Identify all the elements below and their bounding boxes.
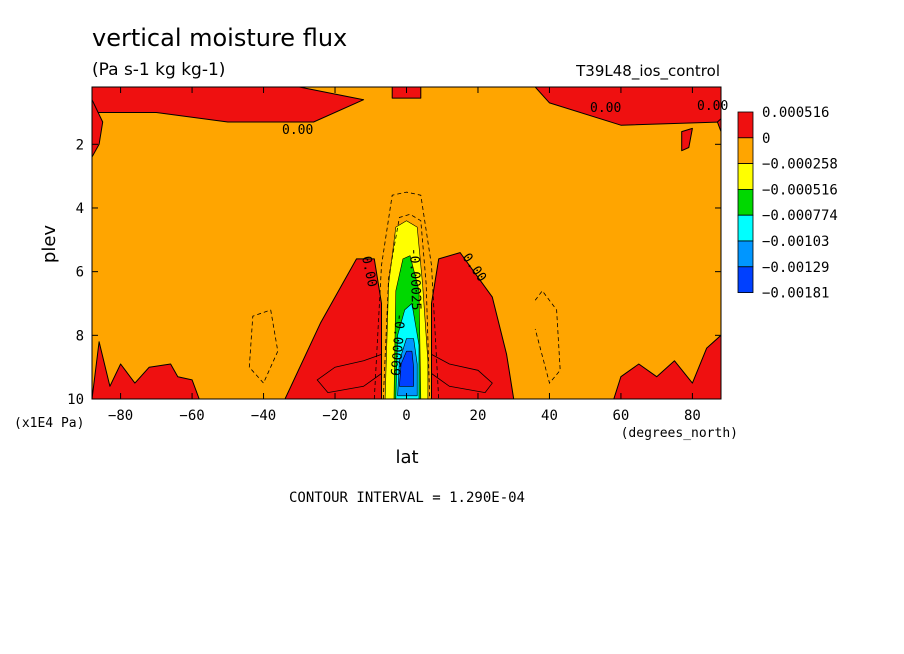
- chart-title: vertical moisture flux: [92, 24, 347, 52]
- contour-lower-left-solid: [316, 354, 382, 394]
- region-core-deep-blue: [399, 350, 414, 387]
- colorbar-swatch: [737, 214, 754, 242]
- x-tick-label: −80: [108, 408, 133, 424]
- x-axis-units: (degrees_north): [621, 426, 738, 441]
- colorbar-label: −0.000774: [762, 208, 838, 224]
- dataset-label: T39L48_ios_control: [575, 62, 720, 81]
- y-axis: 2 4 6 8 10: [67, 87, 721, 408]
- colorbar-legend: 0.000516 0 −0.000258 −0.000516 −0.000774 −0.0…: [737, 105, 838, 302]
- x-tick-label: 40: [541, 408, 558, 424]
- contour-interval: CONTOUR INTERVAL = 1.290E-04: [289, 490, 525, 506]
- y-axis-units: (x1E4 Pa): [14, 416, 84, 431]
- colorbar-label: −0.00129: [762, 260, 829, 276]
- x-tick-label: −60: [179, 408, 204, 424]
- contour-label: 0.00: [590, 101, 621, 116]
- colorbar-swatch: [737, 111, 754, 139]
- x-axis: −80 −60 −40 −20 0 20 40 60 80: [92, 87, 721, 424]
- x-tick-label: 20: [470, 408, 487, 424]
- y-tick-label: 2: [76, 137, 84, 153]
- region-bottom-right-positive: [613, 334, 721, 399]
- chart-subtitle: (Pa s-1 kg kg-1): [92, 60, 225, 80]
- colorbar-swatch: [737, 266, 754, 293]
- contour-label: 0.00: [697, 99, 728, 114]
- contour-right-ring-dashed: [534, 290, 561, 384]
- colorbar-label: −0.00103: [762, 234, 829, 250]
- x-axis-label: lat: [395, 447, 418, 468]
- y-tick-label: 10: [67, 392, 84, 408]
- x-tick-label: 80: [684, 408, 701, 424]
- x-tick-label: −20: [322, 408, 347, 424]
- colorbar-swatch: [737, 163, 754, 190]
- contour-label: 0.00: [358, 255, 379, 289]
- region-left-lobe-positive: [284, 258, 382, 399]
- colorbar-label: −0.00181: [762, 286, 829, 302]
- colorbar-label: 0.000516: [762, 105, 829, 121]
- x-tick-label: 60: [613, 408, 630, 424]
- contour-outer-core-dashed: [373, 191, 440, 399]
- contour-left-ring-dashed: [248, 309, 279, 384]
- region-right-island-positive: [681, 127, 693, 152]
- region-right-edge-positive: [716, 118, 721, 133]
- y-axis-label: plev: [39, 225, 60, 264]
- x-tick-label: 0: [402, 408, 410, 424]
- region-top-right-positive: [534, 87, 721, 126]
- contour-mid-core-dashed: [382, 213, 431, 399]
- colorbar-label: −0.000516: [762, 182, 838, 198]
- region-left-edge-positive: [92, 99, 104, 158]
- contour-label: 0.00: [282, 123, 313, 138]
- colorbar-swatch: [737, 137, 754, 165]
- colorbar-swatch: [737, 188, 754, 216]
- x-tick-label: −40: [251, 408, 276, 424]
- region-right-lobe-positive: [431, 252, 515, 399]
- y-tick-label: 4: [76, 201, 84, 217]
- y-tick-label: 8: [76, 328, 84, 344]
- contour-label: -0.00025: [406, 248, 423, 311]
- contour-label: -0.00069: [387, 313, 407, 377]
- colorbar-swatch: [737, 240, 754, 268]
- colorbar-label: 0: [762, 131, 770, 147]
- contour-lower-right-solid: [431, 354, 493, 394]
- region-top-left-positive: [92, 87, 365, 123]
- plot-area: 0.00 0.00 0.00 0.00 0.00 -0.00025 -0.000…: [91, 86, 728, 400]
- colorbar-label: −0.000258: [762, 157, 838, 173]
- region-bottom-left-positive: [92, 341, 200, 399]
- y-tick-label: 6: [76, 265, 84, 281]
